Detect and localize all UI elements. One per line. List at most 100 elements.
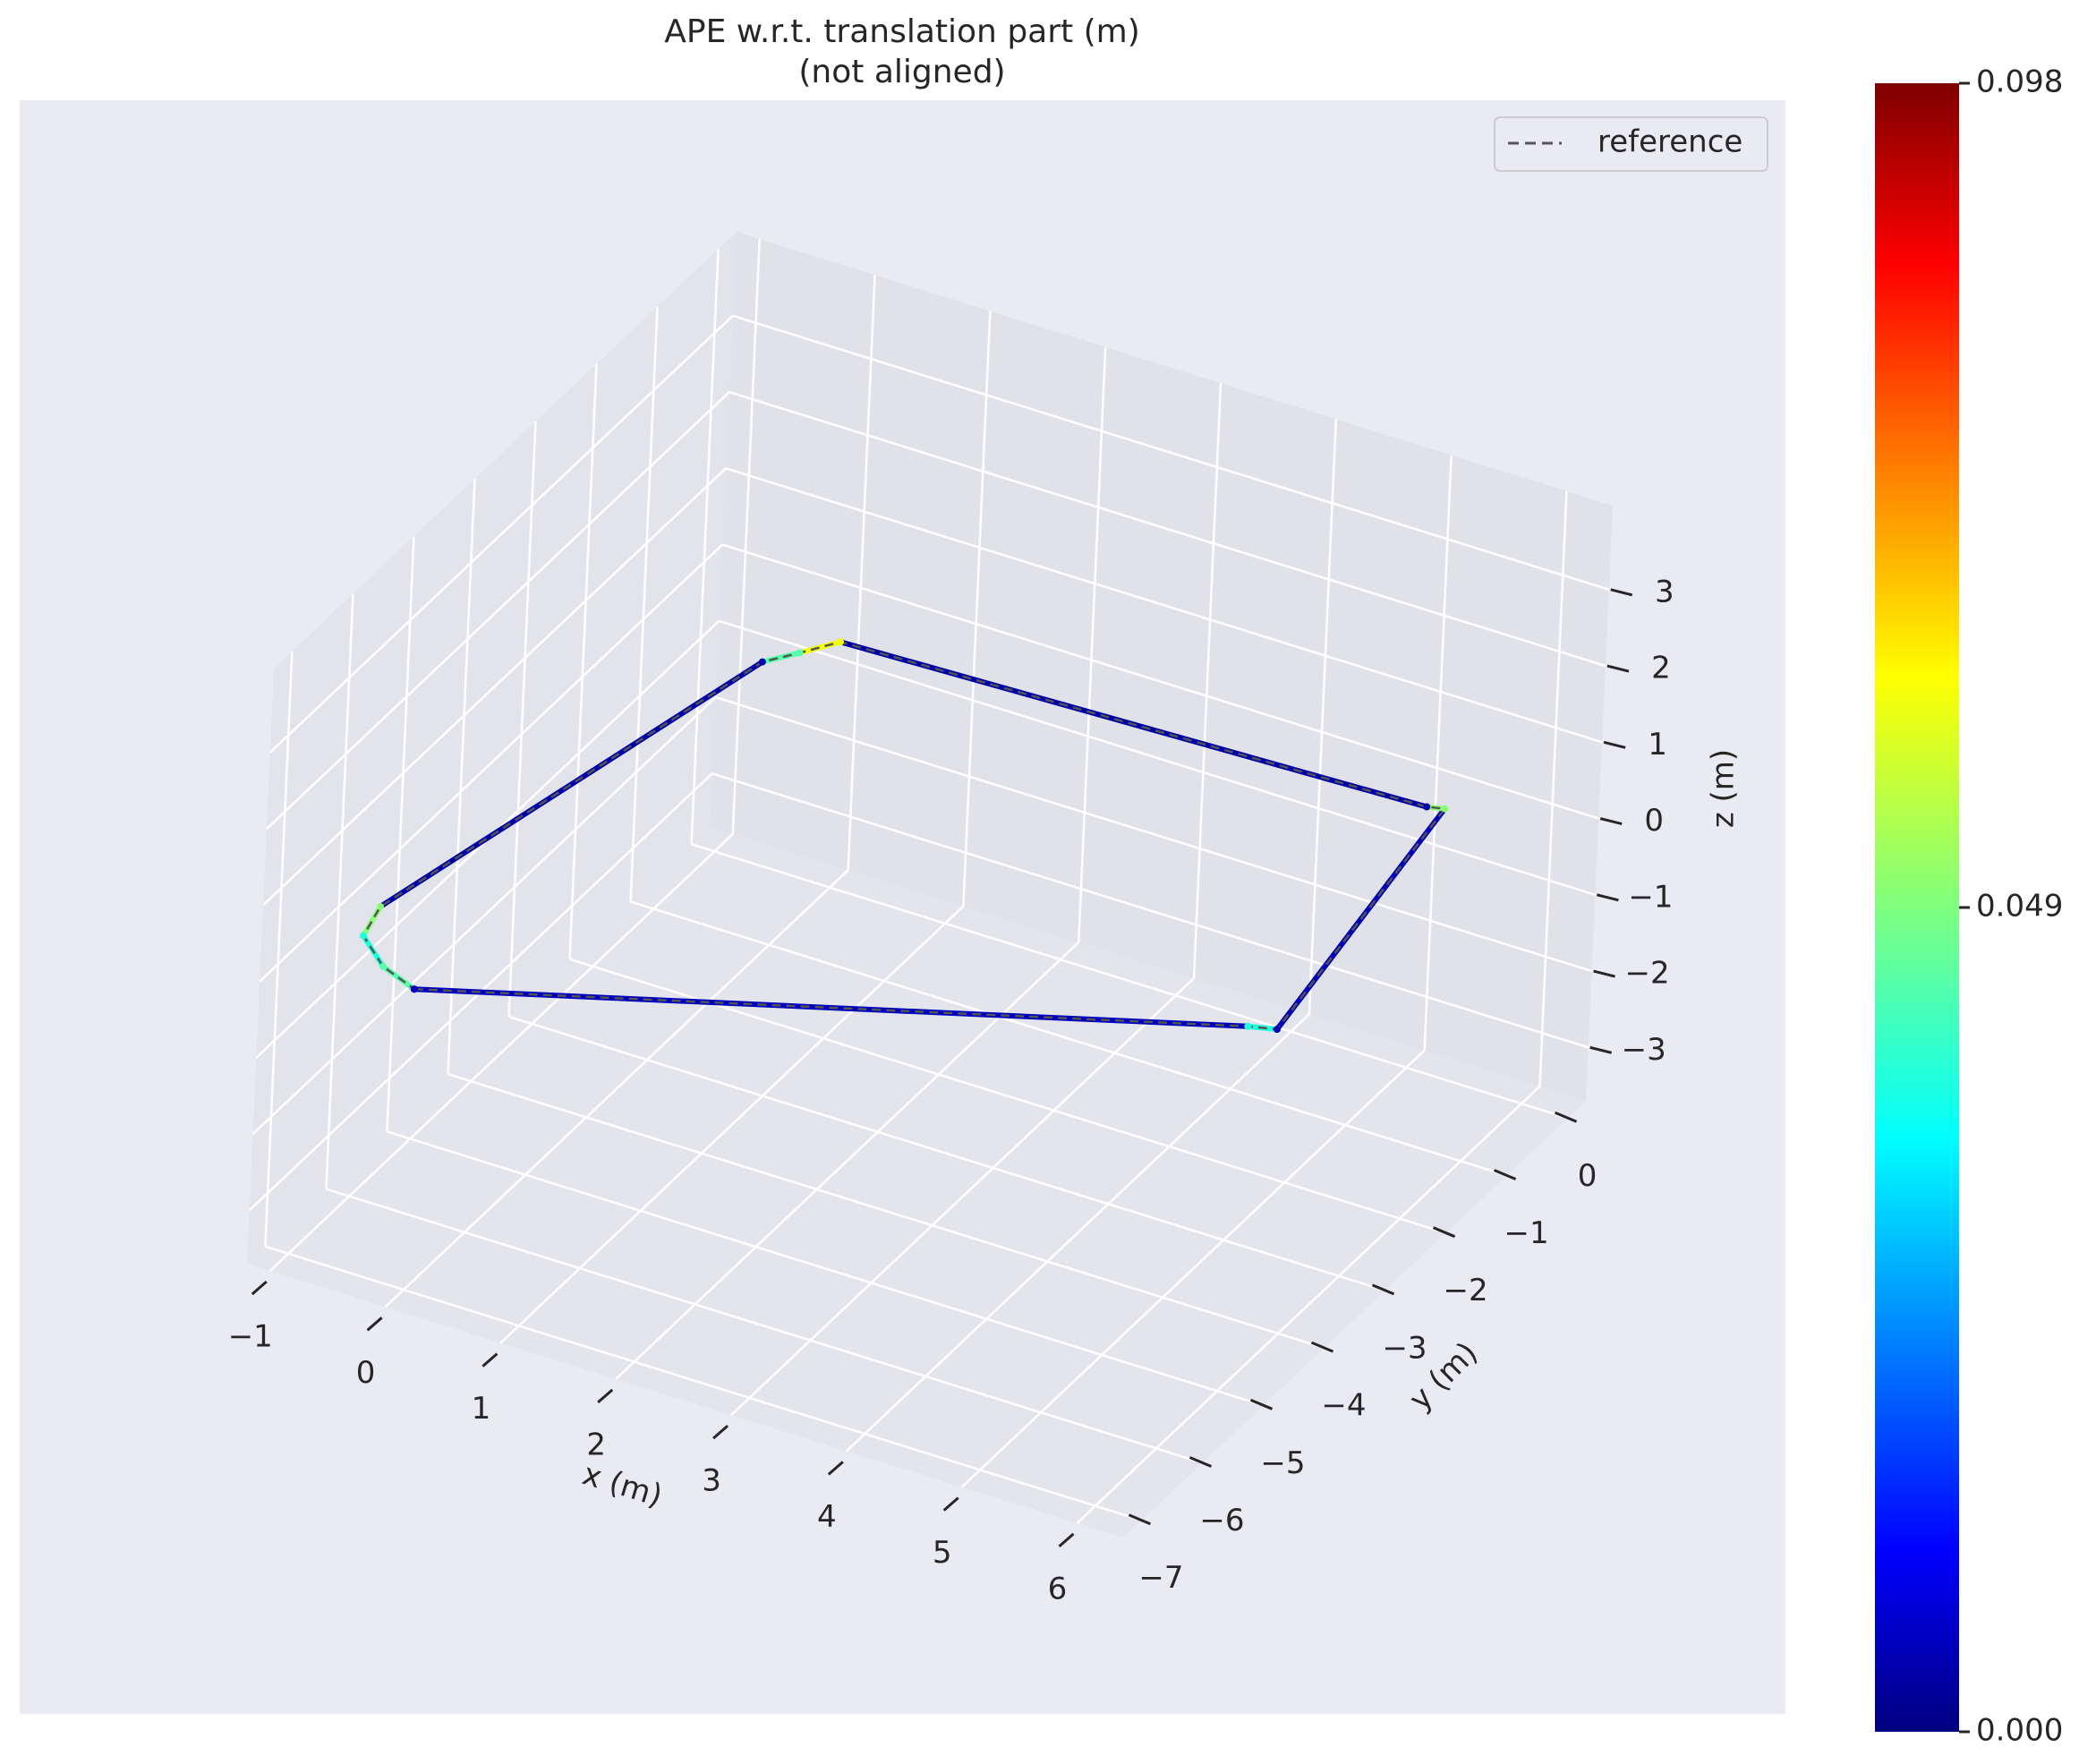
trajectory-point (1244, 1022, 1252, 1030)
grid-line (268, 833, 734, 1272)
y-tick-label: −1 (1504, 1215, 1549, 1251)
x-tick-label: 3 (702, 1463, 721, 1499)
z-tick-label: 3 (1655, 574, 1674, 609)
y-tick (1189, 1456, 1213, 1468)
grid-line (730, 977, 1195, 1417)
grid-line (386, 536, 415, 1132)
plot-area: −1 0 1 2 3 4 5 6 −7 −6 −5 −4 −3 −2 −1 0 −3 −2 −1 0 1 2 3 (228, 574, 1674, 1606)
grid-line (960, 1049, 1426, 1488)
y-tick-label: 0 (1578, 1158, 1598, 1194)
grid-line (630, 900, 1507, 1177)
grid-line (266, 391, 730, 830)
y-tick (1493, 1169, 1517, 1180)
grid-line (507, 421, 537, 1017)
z-tick-label: 2 (1651, 651, 1671, 686)
grid-line (728, 390, 1606, 668)
trajectory-point (379, 962, 388, 970)
z-tick (1589, 1045, 1613, 1054)
x-tick (481, 1352, 498, 1368)
trajectory-point (1273, 1026, 1281, 1034)
trajectory-point (1441, 805, 1449, 813)
trajectory-segment (797, 639, 843, 656)
y-tick (1432, 1226, 1456, 1239)
z-tick (1606, 664, 1630, 673)
x-tick (827, 1461, 844, 1476)
grid-line (262, 467, 727, 907)
grid-line (1423, 455, 1453, 1051)
colorbar-axis: 0.000 0.049 0.098 (1959, 64, 2063, 1749)
trajectory-point (796, 649, 804, 657)
grid-line (265, 1245, 1142, 1521)
grid-line (447, 479, 476, 1075)
side-pane (247, 232, 737, 1264)
grid-line (259, 543, 724, 983)
x-tick (597, 1388, 614, 1403)
grid-line (1192, 383, 1223, 979)
y-tick (1555, 1111, 1578, 1123)
grid-line (447, 1072, 1325, 1350)
z-tick-label: −2 (1624, 956, 1669, 992)
grid-line (719, 619, 1596, 897)
trajectory-point (410, 985, 418, 993)
z-tick-label: 1 (1648, 727, 1667, 763)
x-tick-label: 0 (356, 1355, 376, 1391)
z-tick-label: −3 (1622, 1032, 1666, 1068)
x-tick-label: 1 (472, 1391, 491, 1427)
z-tick (1593, 969, 1615, 978)
legend-label: reference (1598, 124, 1742, 160)
grid-line (732, 314, 1610, 591)
y-tick (1371, 1283, 1395, 1296)
grid-line (711, 772, 1589, 1049)
y-tick (1249, 1398, 1274, 1410)
grid-line (499, 905, 965, 1344)
x-tick-label: 2 (586, 1427, 606, 1462)
grid-line (384, 869, 849, 1308)
reference-line (362, 640, 1447, 1031)
grid-line (1538, 490, 1568, 1087)
colorbar-tick-label: 0.098 (1976, 64, 2063, 100)
grid-line (1076, 1085, 1541, 1524)
y-tick (1310, 1341, 1334, 1353)
x-tick (366, 1317, 383, 1332)
grid-line (721, 543, 1599, 820)
chart-title: APE w.r.t. translation part (m) (664, 13, 1140, 50)
grid-line (845, 1013, 1310, 1453)
y-tick-label: −5 (1260, 1445, 1305, 1481)
grid-line (387, 1130, 1264, 1407)
z-tick (1597, 893, 1619, 902)
grid-line (715, 695, 1592, 973)
grid-line (508, 1015, 1385, 1292)
grid-line (847, 275, 876, 871)
grid-line (1308, 419, 1338, 1015)
y-tick-label: −2 (1443, 1273, 1487, 1308)
z-tick (1610, 588, 1633, 597)
grid-line (568, 363, 598, 959)
grid-line (1077, 346, 1107, 942)
x-tick (712, 1424, 729, 1440)
z-tick-label: 0 (1644, 803, 1664, 839)
x-tick (251, 1280, 268, 1296)
y-tick-label: −4 (1321, 1388, 1366, 1424)
grid-line (691, 843, 1568, 1120)
y-tick (1128, 1513, 1151, 1526)
grid-line (690, 249, 720, 845)
grid-line (725, 467, 1603, 744)
chart-subtitle: (not aligned) (798, 54, 1005, 90)
z-tick (1599, 817, 1623, 826)
x-tick-label: 6 (1048, 1571, 1068, 1606)
x-tick (1058, 1532, 1075, 1548)
legend-box (1494, 116, 1768, 172)
grid-line (326, 1188, 1203, 1464)
legend: reference (1494, 116, 1768, 172)
trajectory-point (377, 903, 385, 911)
colorbar-tick-label: 0.049 (1976, 889, 2063, 925)
x-tick-label: −1 (228, 1319, 273, 1355)
z-tick (1603, 740, 1626, 749)
z-axis-label: z (m) (1706, 749, 1742, 828)
trajectory-point (758, 658, 766, 666)
grid-line (325, 593, 354, 1189)
grid-line (268, 314, 734, 754)
y-tick-label: −7 (1138, 1560, 1183, 1596)
